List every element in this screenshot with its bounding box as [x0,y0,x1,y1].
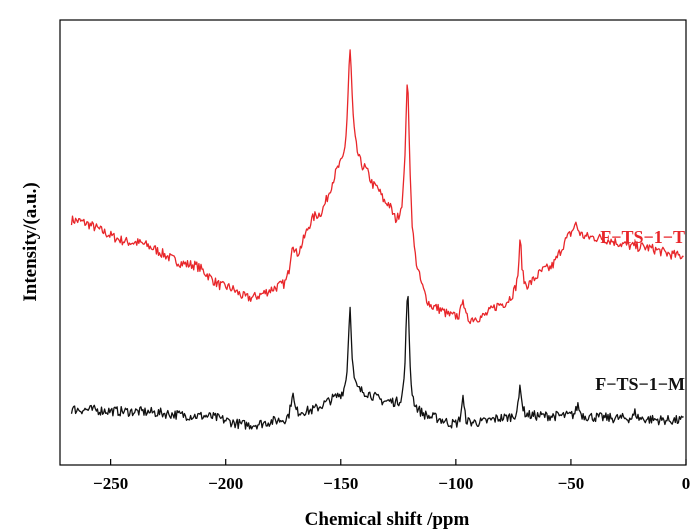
series-label-ts1-t: F−TS−1−T [600,227,685,247]
x-tick-label: −50 [558,474,585,493]
x-tick-label: 0 [682,474,691,493]
x-axis-title: Chemical shift /ppm [305,509,470,530]
x-tick-label: −100 [438,474,473,493]
series-lines [70,49,684,430]
x-tick-label: −150 [323,474,358,493]
x-tick-label: −200 [208,474,243,493]
x-axis-ticks: −250 −200 −150 −100 −50 0 [93,459,690,493]
series-line-ts1-t [70,49,684,325]
x-tick-label: −250 [93,474,128,493]
series-label-ts1-m: F−TS−1−M [595,374,685,394]
plot-frame [59,19,687,466]
y-axis-title: Intensity/(a.u.) [20,182,41,301]
series-line-ts1-m [70,295,684,430]
